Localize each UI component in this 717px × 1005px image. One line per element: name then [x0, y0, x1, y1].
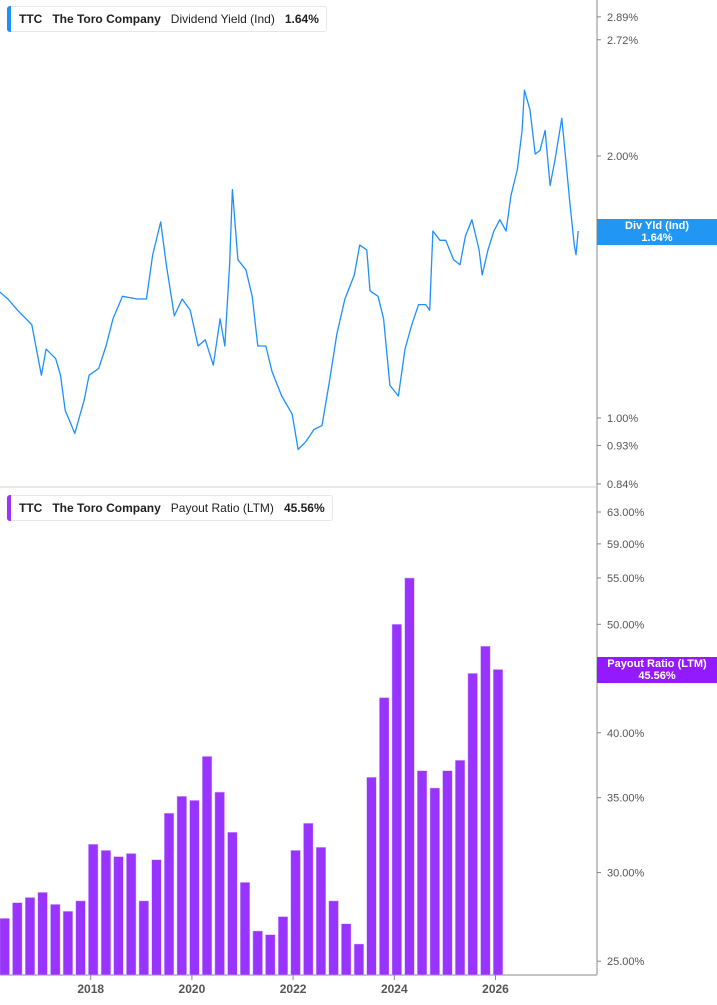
payout-bar	[239, 882, 251, 976]
legend-value: 45.56%	[283, 501, 325, 515]
payout-bar	[480, 645, 491, 976]
payout-bar	[290, 850, 301, 976]
payout-bar	[404, 577, 415, 976]
legend-ticker: TTC	[19, 12, 43, 26]
payout-bar	[379, 697, 390, 976]
flag-value: 45.56%	[638, 670, 676, 682]
legend-metric: Dividend Yield (Ind)	[170, 12, 275, 26]
legend-value: 1.64%	[284, 12, 319, 26]
x-tick-label: 2020	[179, 982, 206, 996]
x-tick-label: 2026	[482, 982, 509, 996]
y-tick-label: 2.72%	[607, 35, 638, 47]
legend-metric: Payout Ratio (LTM)	[170, 501, 274, 515]
payout-bar	[126, 853, 137, 976]
payout-bar	[277, 916, 289, 976]
payout-bar	[429, 787, 440, 976]
payout-bar	[214, 791, 225, 976]
x-tick-label: 2022	[280, 982, 307, 996]
payout-bar	[189, 800, 200, 976]
y-tick-label: 59.00%	[607, 539, 645, 551]
y-tick-label: 2.00%	[607, 151, 638, 163]
series-color-marker	[7, 495, 11, 521]
payout-bar	[391, 624, 402, 976]
payout-bar	[62, 911, 73, 976]
y-tick-label: 1.00%	[607, 413, 638, 425]
top-legend: TTC The Toro Company Dividend Yield (Ind…	[7, 6, 327, 32]
payout-bar	[0, 918, 10, 976]
y-tick-label: 0.93%	[607, 440, 638, 452]
current-yield-flag: Div Yld (Ind) 1.64%	[597, 219, 717, 245]
y-tick-label: 30.00%	[607, 868, 645, 880]
payout-bar	[417, 770, 428, 976]
payout-bar	[113, 856, 124, 976]
payout-bar	[100, 850, 111, 976]
bottom-legend: TTC The Toro Company Payout Ratio (LTM) …	[7, 495, 333, 521]
payout-bar	[442, 770, 453, 976]
payout-bar	[366, 777, 377, 976]
payout-bar	[341, 923, 352, 976]
payout-bar	[265, 934, 276, 976]
y-tick-label: 35.00%	[607, 793, 645, 805]
payout-bar	[75, 900, 86, 976]
y-tick-label: 40.00%	[607, 728, 645, 740]
payout-bar	[252, 930, 263, 976]
payout-bar	[138, 900, 149, 976]
payout-bar	[50, 904, 61, 976]
payout-bar	[164, 812, 175, 976]
legend-company: The Toro Company	[52, 501, 161, 515]
x-tick-label: 2024	[381, 982, 408, 996]
y-tick-label: 2.89%	[607, 12, 638, 24]
payout-bar	[315, 847, 326, 976]
flag-label: Div Yld (Ind)	[625, 220, 689, 232]
y-tick-label: 25.00%	[607, 956, 645, 968]
payout-bar	[328, 900, 339, 976]
current-payout-flag: Payout Ratio (LTM) 45.56%	[597, 657, 717, 683]
payout-bar	[24, 897, 36, 976]
payout-bar	[88, 844, 99, 976]
payout-bar	[37, 892, 48, 976]
y-tick-label: 50.00%	[607, 619, 645, 631]
series-color-marker	[7, 6, 11, 32]
payout-bar	[303, 823, 314, 976]
payout-bar	[227, 831, 238, 976]
payout-bar	[353, 943, 364, 976]
flag-value: 1.64%	[641, 232, 673, 244]
payout-bar	[455, 760, 466, 976]
flag-label: Payout Ratio (LTM)	[607, 658, 707, 670]
y-tick-label: 0.84%	[607, 479, 638, 491]
y-tick-label: 55.00%	[607, 573, 645, 585]
legend-company: The Toro Company	[52, 12, 161, 26]
dividend-yield-line	[0, 89, 579, 451]
payout-bar	[151, 859, 162, 976]
x-tick-label: 2018	[77, 982, 104, 996]
payout-bar	[202, 756, 213, 976]
payout-bar	[492, 669, 504, 976]
legend-ticker: TTC	[19, 501, 43, 515]
payout-bar	[12, 902, 23, 976]
y-tick-label: 63.00%	[607, 507, 645, 519]
payout-bar	[176, 796, 187, 976]
payout-bar	[467, 673, 478, 976]
